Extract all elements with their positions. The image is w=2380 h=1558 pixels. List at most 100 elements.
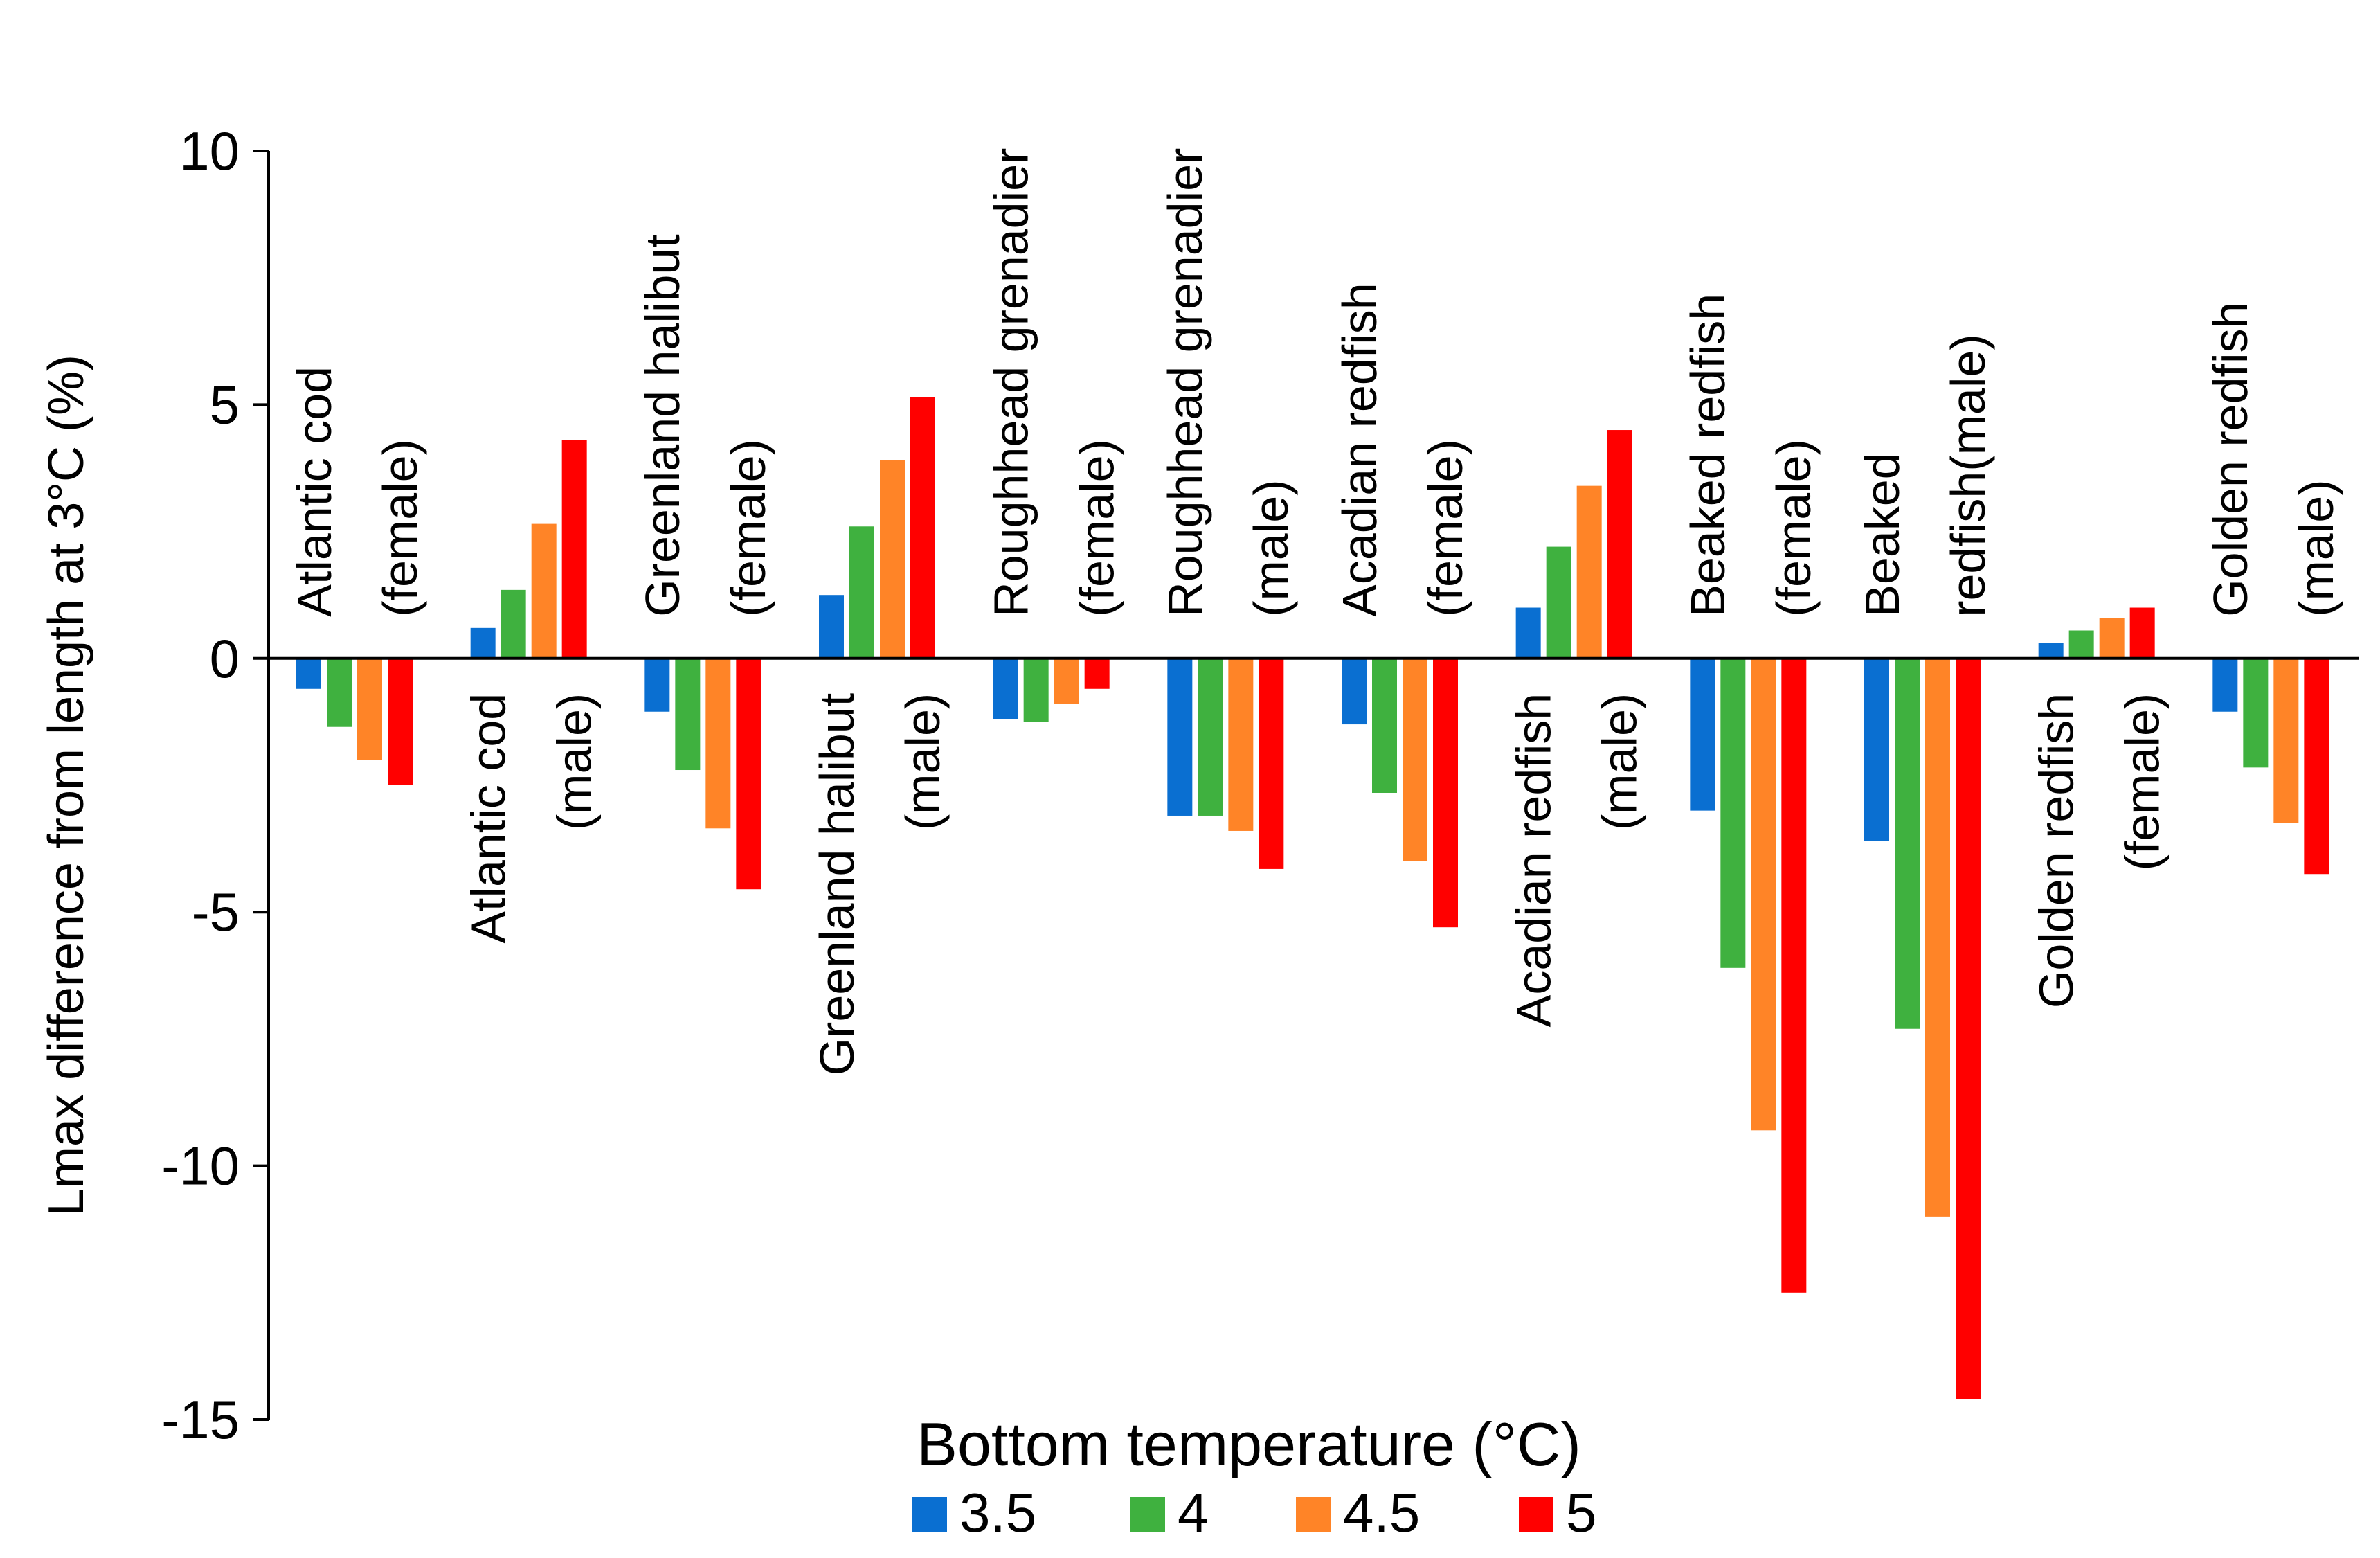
bar-4-9 xyxy=(1895,658,1920,1029)
bar-4_5-1 xyxy=(531,523,557,659)
category-label-line: (female) xyxy=(373,439,427,617)
bar-4_5-5 xyxy=(1228,658,1254,831)
bar-3_5-10 xyxy=(2038,643,2064,659)
category-label-line: Beaked xyxy=(1855,452,1909,616)
bar-4_5-2 xyxy=(705,658,731,829)
y-axis-title: Lmax difference from length at 3°C (%) xyxy=(39,355,94,1216)
legend-swatch-4 xyxy=(1130,1497,1165,1532)
bar-5-10 xyxy=(2129,607,2155,659)
bar-3_5-6 xyxy=(1342,658,1367,725)
category-label-line: Roughhead grenadier xyxy=(984,148,1038,617)
legend-title: Bottom temperature (°C) xyxy=(917,1410,1581,1478)
bar-4-8 xyxy=(1720,658,1746,968)
bar-5-6 xyxy=(1433,658,1458,928)
bar-5-7 xyxy=(1607,430,1632,659)
bar-5-1 xyxy=(561,440,587,659)
bar-5-9 xyxy=(1956,658,1981,1399)
bar-3_5-1 xyxy=(470,627,496,659)
bar-4-11 xyxy=(2243,658,2269,768)
bar-4_5-7 xyxy=(1576,485,1602,659)
bar-3_5-9 xyxy=(1864,658,1889,841)
category-label-line: (male) xyxy=(1244,479,1298,616)
category-label: Acadian redfish (male) xyxy=(1507,693,1647,1028)
bar-4-6 xyxy=(1372,658,1397,793)
bar-5-2 xyxy=(736,658,761,890)
bar-3_5-5 xyxy=(1167,658,1193,816)
bar-3_5-7 xyxy=(1515,607,1541,659)
y-tick-label: 10 xyxy=(179,120,240,181)
bar-4-0 xyxy=(327,658,352,727)
legend-swatch-3_5 xyxy=(912,1497,947,1532)
bar-4-4 xyxy=(1023,658,1049,722)
bar-4-5 xyxy=(1198,658,1223,816)
category-label: Atlantic cod (female) xyxy=(287,366,427,617)
category-label-line: Greenland halibut xyxy=(635,234,689,617)
category-label-line: (female) xyxy=(2116,693,2170,871)
bar-3_5-8 xyxy=(1690,658,1715,811)
category-label-line: (male) xyxy=(548,693,602,830)
bar-4_5-3 xyxy=(880,460,905,659)
legend-label: 3.5 xyxy=(959,1482,1036,1543)
bar-4_5-0 xyxy=(357,658,382,760)
bar-4_5-9 xyxy=(1925,658,1950,1217)
bar-4-3 xyxy=(849,526,874,659)
category-label: Acadian redfish (female) xyxy=(1333,283,1472,617)
bar-3_5-0 xyxy=(296,658,321,689)
bar-4_5-8 xyxy=(1751,658,1776,1131)
bar-3_5-11 xyxy=(2212,658,2238,712)
category-label-line: Golden redfish xyxy=(2203,302,2257,617)
category-label: Golden redfish (male) xyxy=(2203,302,2343,617)
bar-4_5-10 xyxy=(2099,618,2125,659)
category-label-line: Atlantic cod xyxy=(462,693,516,944)
category-label-line: (female) xyxy=(1070,439,1124,617)
legend-swatch-5 xyxy=(1519,1497,1553,1532)
bar-3_5-4 xyxy=(993,658,1018,719)
category-label-line: (female) xyxy=(721,439,775,617)
bar-4-10 xyxy=(2068,630,2094,659)
y-tick-label: -15 xyxy=(161,1389,240,1450)
category-label-line: Golden redfish xyxy=(2030,693,2084,1008)
category-label-line: Greenland halibut xyxy=(810,693,864,1076)
category-label-line: Atlantic cod xyxy=(287,366,341,617)
category-label-line: (male) xyxy=(896,693,950,830)
bar-5-4 xyxy=(1084,658,1110,689)
category-label: Golden redfish (female) xyxy=(2030,693,2170,1008)
legend-label: 5 xyxy=(1566,1482,1597,1543)
bar-3_5-2 xyxy=(644,658,670,712)
category-label: Beaked redfish(male) xyxy=(1855,334,1995,616)
bar-4-2 xyxy=(675,658,701,771)
bar-5-5 xyxy=(1259,658,1284,869)
bar-4_5-4 xyxy=(1054,658,1079,704)
bar-4-1 xyxy=(501,589,526,659)
category-label-line: (female) xyxy=(1767,439,1821,617)
legend-label: 4 xyxy=(1178,1482,1209,1543)
category-label-line: (male) xyxy=(1593,693,1647,830)
category-label-line: Acadian redfish xyxy=(1333,283,1387,617)
category-label: Greenland halibut (male) xyxy=(810,693,950,1076)
bar-3_5-3 xyxy=(819,595,844,659)
category-label: Beaked redfish (female) xyxy=(1681,294,1821,617)
legend-label: 4.5 xyxy=(1343,1482,1420,1543)
category-label: Atlantic cod (male) xyxy=(462,693,602,944)
category-label: Roughhead grenadier (female) xyxy=(984,148,1124,617)
category-label-line: (male) xyxy=(2289,479,2343,616)
bar-4-7 xyxy=(1546,546,1571,659)
category-label: Roughhead grenadier (male) xyxy=(1158,148,1298,617)
category-label-line: redfish(male) xyxy=(1941,334,1995,616)
category-label-line: Acadian redfish xyxy=(1507,693,1561,1028)
bar-4_5-6 xyxy=(1403,658,1427,861)
category-label-line: (female) xyxy=(1418,439,1472,617)
bar-5-8 xyxy=(1781,658,1807,1293)
bar-5-3 xyxy=(910,397,935,659)
category-label-line: Beaked redfish xyxy=(1681,294,1735,617)
legend-swatch-4_5 xyxy=(1296,1497,1331,1532)
y-tick-label: -10 xyxy=(161,1136,240,1197)
y-tick-label: 5 xyxy=(210,374,240,435)
category-label-line: Roughhead grenadier xyxy=(1158,148,1212,617)
y-tick-label: 0 xyxy=(210,628,240,689)
bar-5-11 xyxy=(2304,658,2329,875)
category-label: Greenland halibut (female) xyxy=(635,234,775,617)
y-tick-label: -5 xyxy=(192,881,240,942)
